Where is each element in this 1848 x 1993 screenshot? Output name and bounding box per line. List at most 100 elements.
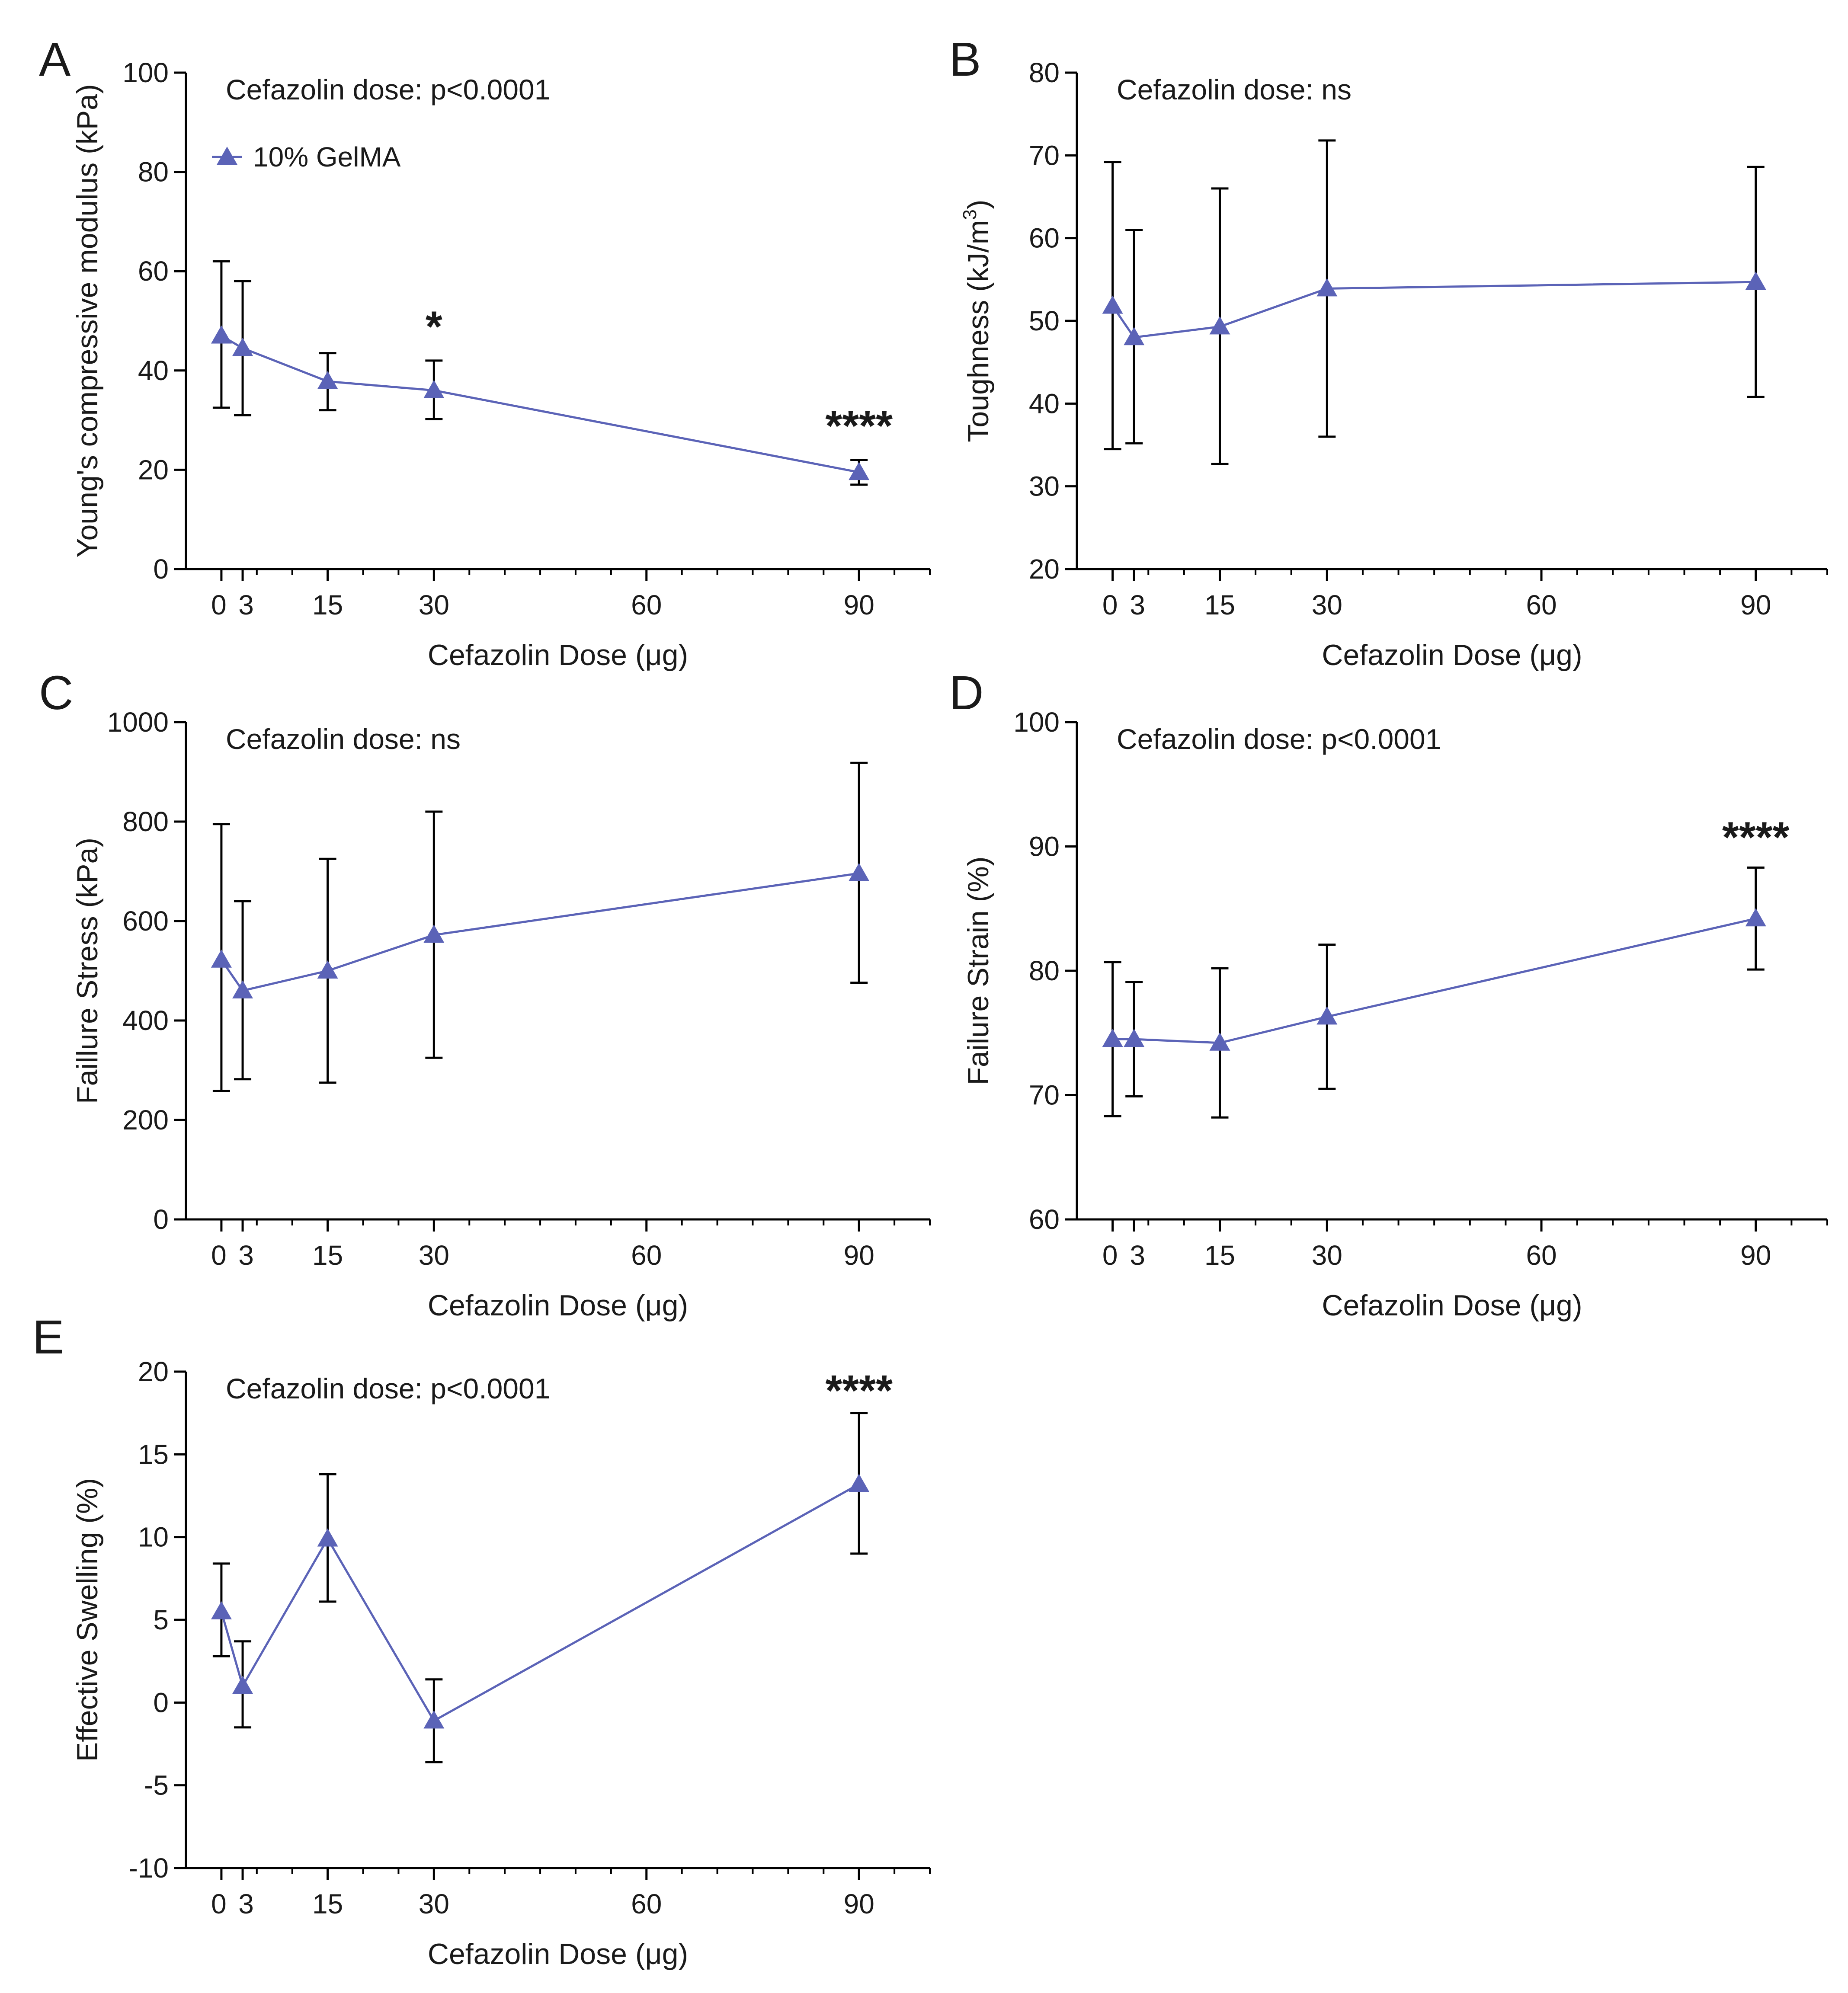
data-point xyxy=(211,1601,232,1619)
y-tick-label: 60 xyxy=(1029,1204,1060,1235)
y-tick-label: 80 xyxy=(1029,57,1060,88)
data-point xyxy=(423,380,445,398)
y-axis-title-sup: 3 xyxy=(959,209,980,220)
y-axis-title: Effective Swelling (%) xyxy=(71,1478,104,1762)
x-tick-label: 3 xyxy=(1130,1240,1145,1271)
y-axis-title-end: ) xyxy=(962,199,995,209)
y-tick-label: 0 xyxy=(153,553,169,585)
y-tick-label: -5 xyxy=(144,1770,169,1801)
data-point xyxy=(849,462,870,480)
x-tick-label: 60 xyxy=(631,589,662,621)
x-tick-label: 15 xyxy=(312,1240,343,1271)
data-point xyxy=(1316,1006,1338,1025)
data-point xyxy=(1316,278,1338,297)
x-tick-label: 30 xyxy=(1312,589,1342,621)
x-tick-label: 30 xyxy=(419,1888,449,1919)
significance-label: **** xyxy=(825,1366,893,1415)
y-tick-label: 0 xyxy=(153,1687,169,1718)
series-line xyxy=(220,872,859,992)
series-line xyxy=(221,335,859,473)
y-tick-label: 70 xyxy=(1029,1080,1060,1111)
data-point xyxy=(1745,272,1766,290)
data-point xyxy=(232,338,253,356)
y-tick-label: 200 xyxy=(122,1104,169,1136)
data-point xyxy=(232,1676,253,1694)
data-point xyxy=(1745,908,1766,927)
x-tick-label: 15 xyxy=(1204,1240,1235,1271)
x-tick-label: 60 xyxy=(1526,1240,1557,1271)
data-point xyxy=(211,325,232,344)
x-tick-label: 60 xyxy=(631,1888,662,1919)
data-point xyxy=(317,371,338,390)
x-tick-label: 15 xyxy=(312,589,343,621)
series-line xyxy=(1112,917,1756,1044)
significance-label: * xyxy=(426,302,442,351)
y-tick-label: 70 xyxy=(1029,140,1060,171)
panel-letter: A xyxy=(39,33,71,86)
data-point xyxy=(1102,295,1123,314)
y-tick-label: 10 xyxy=(138,1522,169,1553)
x-tick-label: 15 xyxy=(312,1888,343,1919)
stats-annotation: Cefazolin dose: ns xyxy=(1117,74,1352,106)
data-point xyxy=(1209,316,1230,335)
panel-letter: C xyxy=(39,666,73,720)
panel-d: D 60 70 80 90 100 0 3 15 30 60 90 Cefazolin Dose (μg… xyxy=(949,666,1828,1322)
y-tick-label: 1000 xyxy=(107,707,169,738)
y-axis-title: Young's compressive modulus (kPa) xyxy=(71,84,104,557)
data-point xyxy=(849,1474,870,1492)
y-tick-label: 5 xyxy=(153,1604,169,1635)
x-tick-label: 90 xyxy=(844,589,874,621)
y-tick-label: 100 xyxy=(122,57,169,88)
x-tick-label: 3 xyxy=(238,589,254,621)
x-tick-label: 60 xyxy=(631,1240,662,1271)
x-axis-title: Cefazolin Dose (μg) xyxy=(1322,639,1582,672)
y-tick-label: 40 xyxy=(138,355,169,386)
data-point xyxy=(1124,1029,1145,1047)
data-point xyxy=(1102,1029,1123,1047)
y-axis-title: Faillure Stress (kPa) xyxy=(71,838,104,1104)
y-tick-label: 60 xyxy=(138,256,169,287)
x-tick-label: 30 xyxy=(419,1240,449,1271)
y-tick-label: 100 xyxy=(1013,707,1060,738)
y-tick-label: 20 xyxy=(138,454,169,485)
y-tick-label: 60 xyxy=(1029,223,1060,254)
y-tick-label: 80 xyxy=(138,157,169,188)
y-axis-title: Failure Strain (%) xyxy=(962,856,995,1085)
y-tick-label: 20 xyxy=(1029,553,1060,585)
y-tick-label: 600 xyxy=(122,905,169,937)
y-tick-label: 800 xyxy=(122,806,169,837)
data-point xyxy=(849,863,870,881)
x-tick-label: 30 xyxy=(419,589,449,621)
series-line xyxy=(220,1483,860,1722)
data-point xyxy=(1124,327,1145,345)
y-axis-title-main: Toughness (kJ/m xyxy=(962,220,995,442)
y-tick-label: 400 xyxy=(122,1005,169,1036)
data-point xyxy=(423,1710,445,1729)
x-axis-title: Cefazolin Dose (μg) xyxy=(428,1938,688,1971)
panel-letter: B xyxy=(949,33,981,86)
stats-annotation: Cefazolin dose: p<0.0001 xyxy=(1117,723,1441,755)
x-tick-label: 90 xyxy=(844,1240,874,1271)
x-tick-label: 30 xyxy=(1312,1240,1342,1271)
y-tick-label: 0 xyxy=(153,1204,169,1235)
data-point xyxy=(232,980,253,998)
x-tick-label: 60 xyxy=(1526,589,1557,621)
x-tick-label: 3 xyxy=(238,1240,254,1271)
y-tick-label: -10 xyxy=(129,1852,169,1884)
x-axis-title: Cefazolin Dose (μg) xyxy=(1322,1289,1582,1322)
stats-annotation: Cefazolin dose: p<0.0001 xyxy=(226,74,550,106)
x-tick-label: 90 xyxy=(1740,1240,1771,1271)
x-tick-label: 0 xyxy=(1102,589,1118,621)
y-tick-label: 30 xyxy=(1029,471,1060,502)
x-axis-title: Cefazolin Dose (μg) xyxy=(428,639,688,672)
y-tick-label: 80 xyxy=(1029,955,1060,986)
x-tick-label: 0 xyxy=(1102,1240,1118,1271)
y-axis-title: Toughness (kJ/m3) xyxy=(959,199,995,442)
legend-marker xyxy=(217,147,237,165)
x-tick-label: 3 xyxy=(238,1888,254,1919)
